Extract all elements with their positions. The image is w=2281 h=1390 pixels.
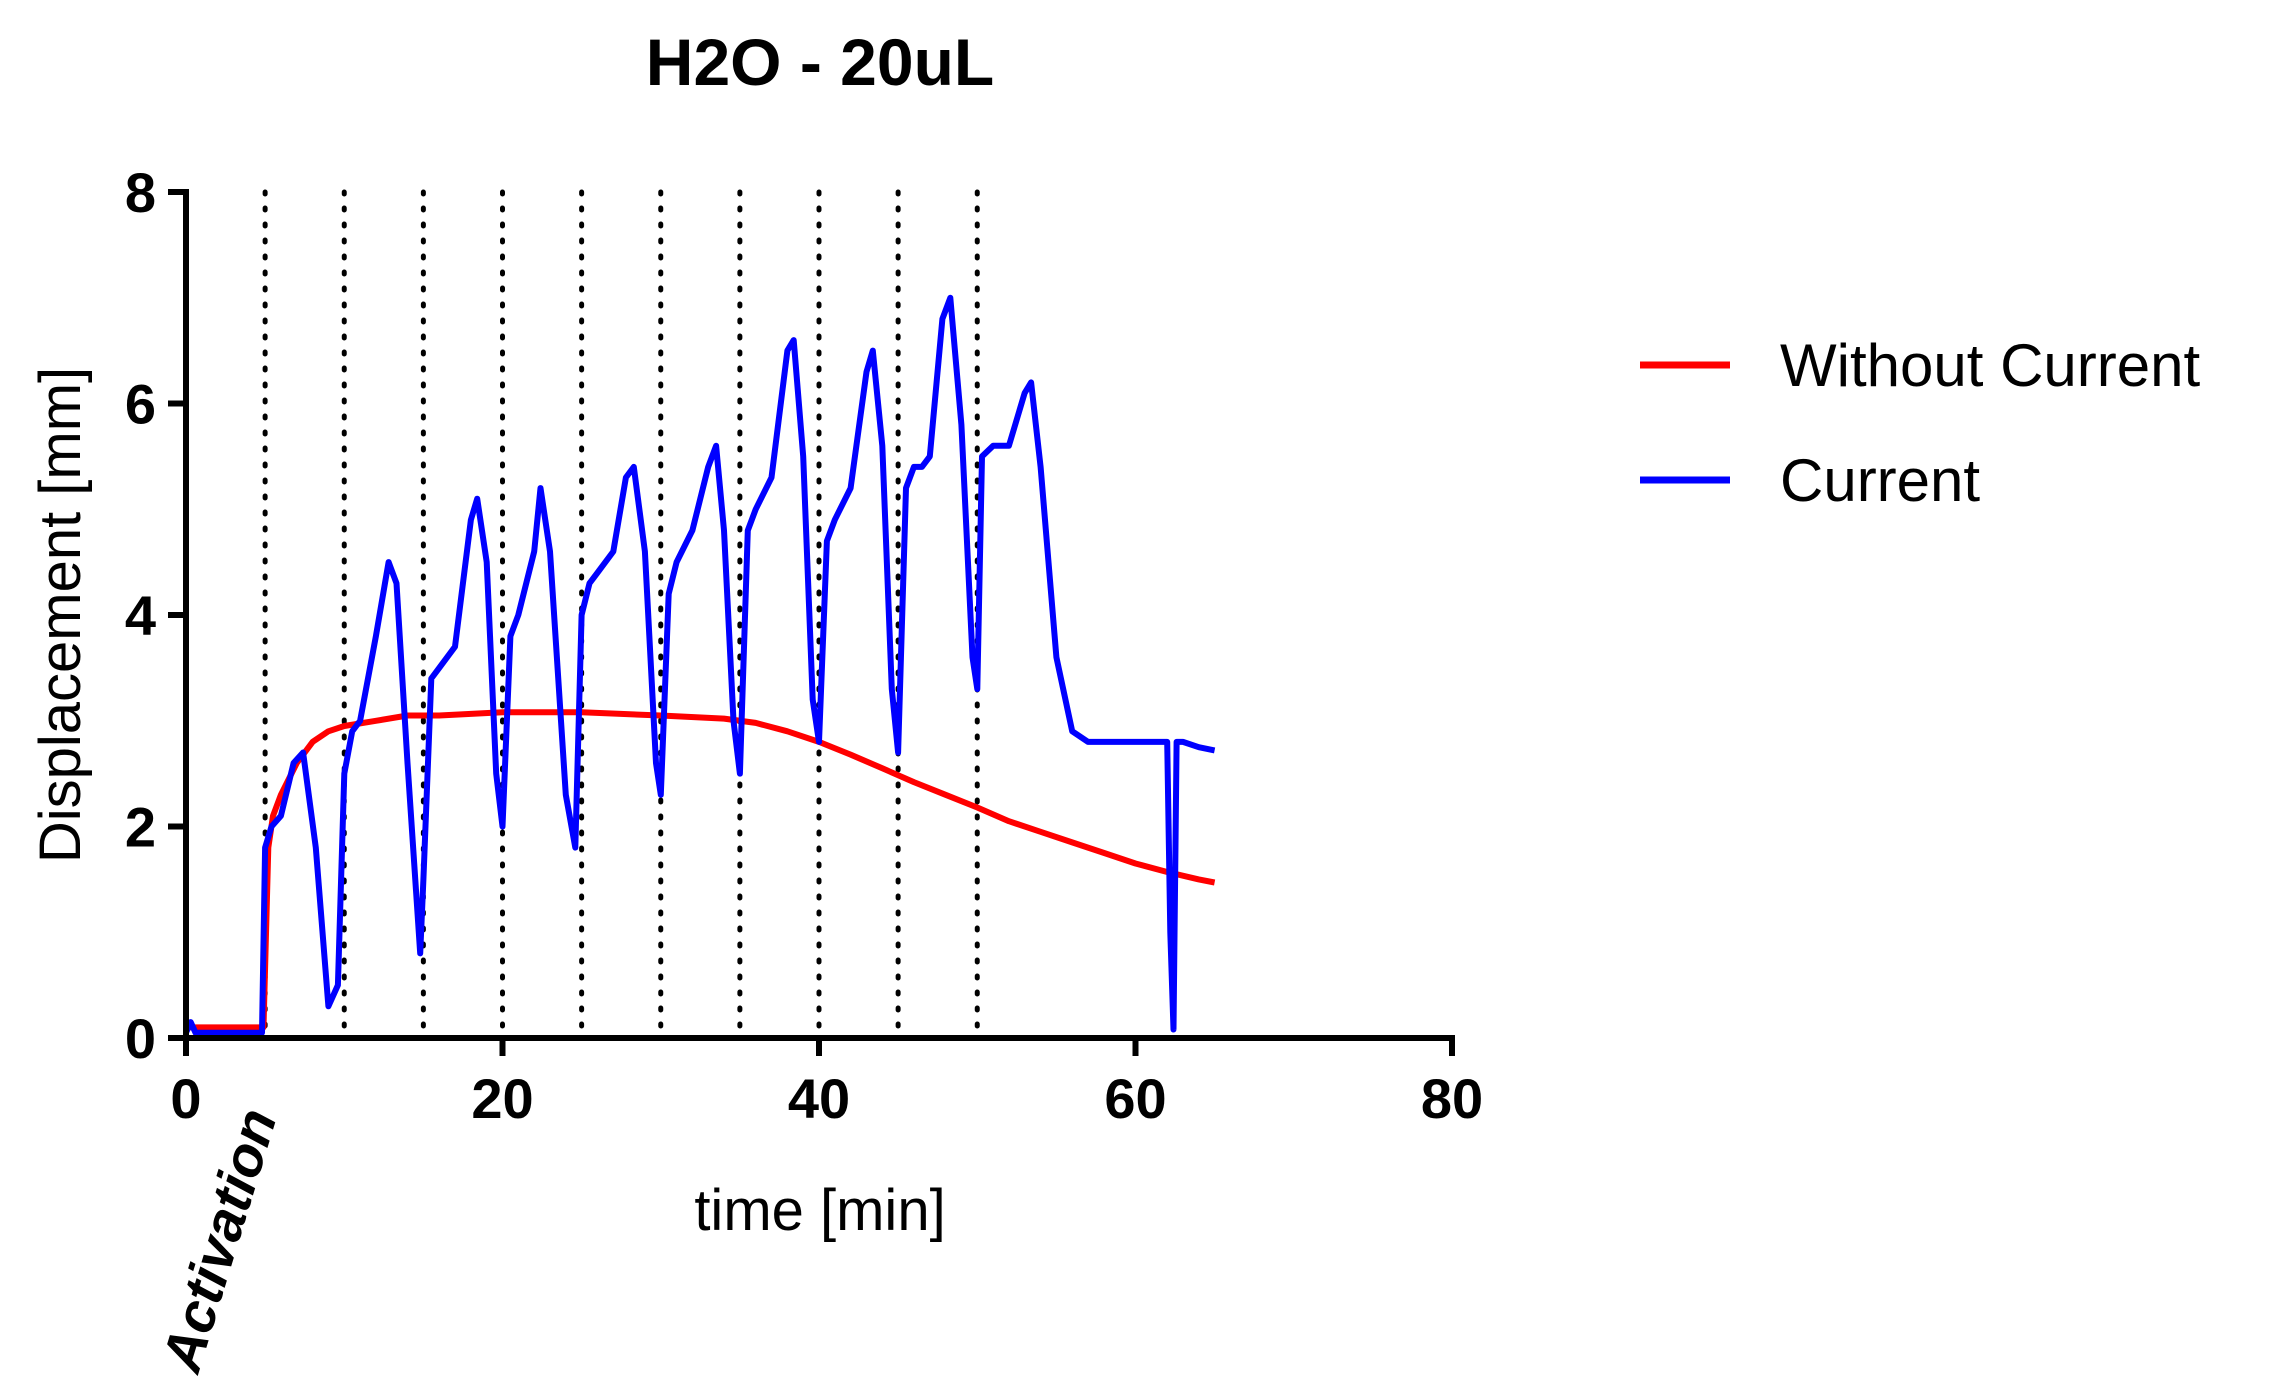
legend-label: Current	[1780, 447, 1980, 514]
x-tick-label: 60	[1104, 1067, 1166, 1130]
series-layer	[183, 294, 1216, 1036]
legend-label: Without Current	[1780, 332, 2200, 399]
y-tick-label: 2	[125, 796, 156, 859]
activation-annotation: Activation	[149, 1101, 289, 1380]
vertical-guide-lines	[262, 189, 980, 1041]
y-tick-label: 4	[125, 584, 156, 647]
chart-title: H2O - 20uL	[646, 25, 994, 99]
y-axis-label: Displacement [mm]	[28, 367, 93, 863]
x-tick-label: 80	[1421, 1067, 1483, 1130]
x-tick-label: 20	[471, 1067, 533, 1130]
x-axis-label: time [min]	[694, 1178, 945, 1243]
y-tick-label: 6	[125, 373, 156, 436]
axes	[168, 189, 1455, 1056]
legend: Without Current Current	[1640, 332, 2200, 514]
y-tick-label: 8	[125, 161, 156, 224]
series-line-current	[183, 294, 1216, 1036]
x-tick-label: 40	[788, 1067, 850, 1130]
x-tick-label: 0	[170, 1067, 201, 1130]
y-tick-label: 0	[125, 1007, 156, 1070]
